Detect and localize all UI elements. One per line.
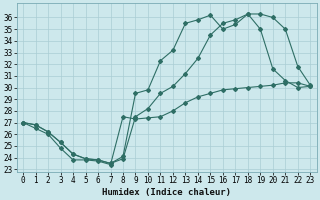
- X-axis label: Humidex (Indice chaleur): Humidex (Indice chaleur): [102, 188, 231, 197]
